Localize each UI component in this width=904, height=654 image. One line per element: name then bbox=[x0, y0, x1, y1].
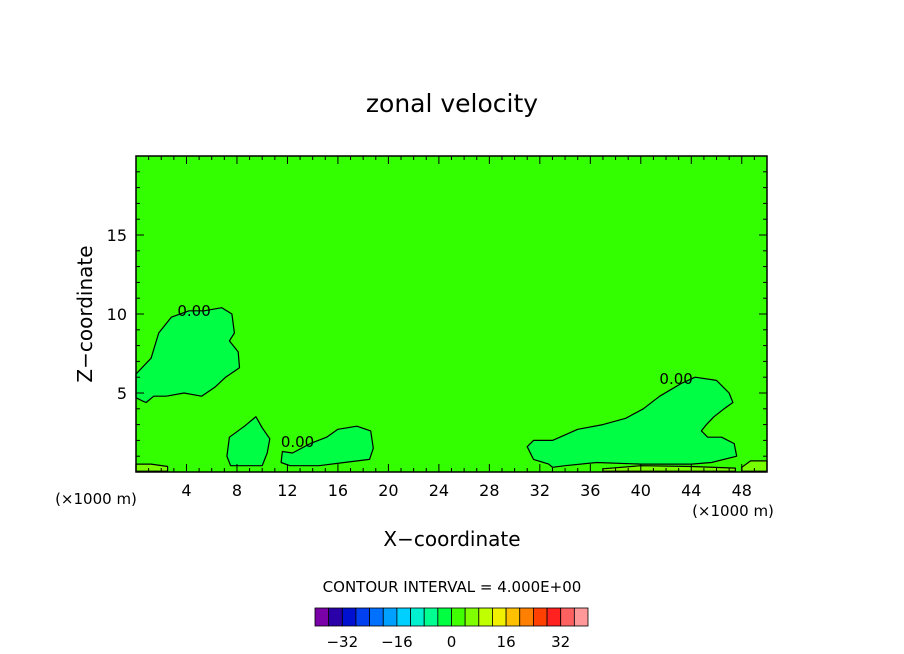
x-tick-label: 16 bbox=[328, 481, 348, 500]
contour-line-3 bbox=[226, 416, 271, 467]
y-axis-label: Z−coordinate bbox=[73, 245, 97, 382]
x-tick-label: 8 bbox=[232, 481, 242, 500]
colorbar-swatch bbox=[533, 607, 548, 627]
colorbar-swatch bbox=[382, 607, 398, 627]
contour-line-2 bbox=[280, 425, 374, 467]
colorbar-swatch bbox=[505, 607, 521, 627]
contour-interval-note: CONTOUR INTERVAL = 4.000E+00 bbox=[323, 578, 582, 596]
x-tick-label: 48 bbox=[732, 481, 752, 500]
colorbar-tick-label: −32 bbox=[326, 633, 358, 651]
colorbar-tick-labels: −32 −16 0 16 32 bbox=[326, 633, 570, 651]
x-tick-label: 32 bbox=[530, 481, 550, 500]
contour-labels: 0.00 0.00 0.00 bbox=[177, 302, 692, 451]
field-region-0 bbox=[136, 307, 240, 403]
colorbar-tick-label: 32 bbox=[551, 633, 570, 651]
x-tick-label: 24 bbox=[429, 481, 449, 500]
y-tick-labels: 5 10 15 bbox=[107, 226, 127, 403]
colorbar-swatch bbox=[369, 607, 384, 627]
colorbar-swatch bbox=[546, 607, 562, 627]
contour-line-0 bbox=[135, 307, 241, 404]
colorbar-swatch bbox=[437, 607, 452, 627]
colorbar-swatch bbox=[314, 607, 330, 627]
x-unit-label-right: (×1000 m) bbox=[692, 502, 774, 520]
field-region-3 bbox=[226, 416, 270, 466]
colorbar-swatch bbox=[464, 607, 480, 627]
colorbar-swatch bbox=[451, 607, 466, 627]
colorbar-swatch bbox=[396, 607, 411, 627]
x-tick-label: 4 bbox=[181, 481, 191, 500]
y-tick-label: 10 bbox=[107, 305, 127, 324]
contour-label-2: 0.00 bbox=[659, 370, 692, 388]
contour-label-0: 0.00 bbox=[177, 302, 210, 320]
chart-title: zonal velocity bbox=[366, 89, 538, 118]
contour-label-1: 0.00 bbox=[281, 433, 314, 451]
y-tick-label: 5 bbox=[117, 384, 127, 403]
x-tick-label: 40 bbox=[631, 481, 651, 500]
y-tick-label: 15 bbox=[107, 226, 127, 245]
field-region-1 bbox=[527, 377, 737, 468]
colorbar-swatch bbox=[423, 607, 439, 627]
field-region-2 bbox=[281, 426, 374, 466]
axis-ticks bbox=[136, 156, 767, 472]
field-region-5 bbox=[741, 460, 767, 472]
colorbar-swatch bbox=[328, 607, 343, 627]
colorbar-tick-label: 16 bbox=[497, 633, 516, 651]
x-unit-label-left: (×1000 m) bbox=[55, 490, 137, 508]
colorbar-swatch bbox=[519, 607, 534, 627]
colorbar-swatch bbox=[355, 607, 371, 627]
plot-area bbox=[136, 156, 767, 472]
colorbar bbox=[314, 607, 589, 627]
contour-lines bbox=[135, 307, 768, 472]
colorbar-swatch bbox=[492, 607, 507, 627]
x-axis-label: X−coordinate bbox=[383, 527, 520, 551]
colorbar-swatch bbox=[410, 607, 425, 627]
colorbar-tick-label: 0 bbox=[447, 633, 457, 651]
colorbar-swatch bbox=[573, 607, 589, 627]
x-tick-label: 20 bbox=[378, 481, 398, 500]
x-tick-label: 36 bbox=[580, 481, 600, 500]
colorbar-swatch bbox=[560, 607, 575, 627]
contour-line-1 bbox=[526, 376, 738, 468]
x-tick-label: 12 bbox=[277, 481, 297, 500]
colorbar-swatch bbox=[478, 607, 493, 627]
x-tick-label: 44 bbox=[681, 481, 701, 500]
colorbar-tick-label: −16 bbox=[381, 633, 413, 651]
colorbar-swatch bbox=[341, 607, 357, 627]
x-tick-labels: 4 8 12 16 20 24 28 32 36 40 44 48 bbox=[181, 481, 752, 500]
x-tick-label: 28 bbox=[479, 481, 499, 500]
